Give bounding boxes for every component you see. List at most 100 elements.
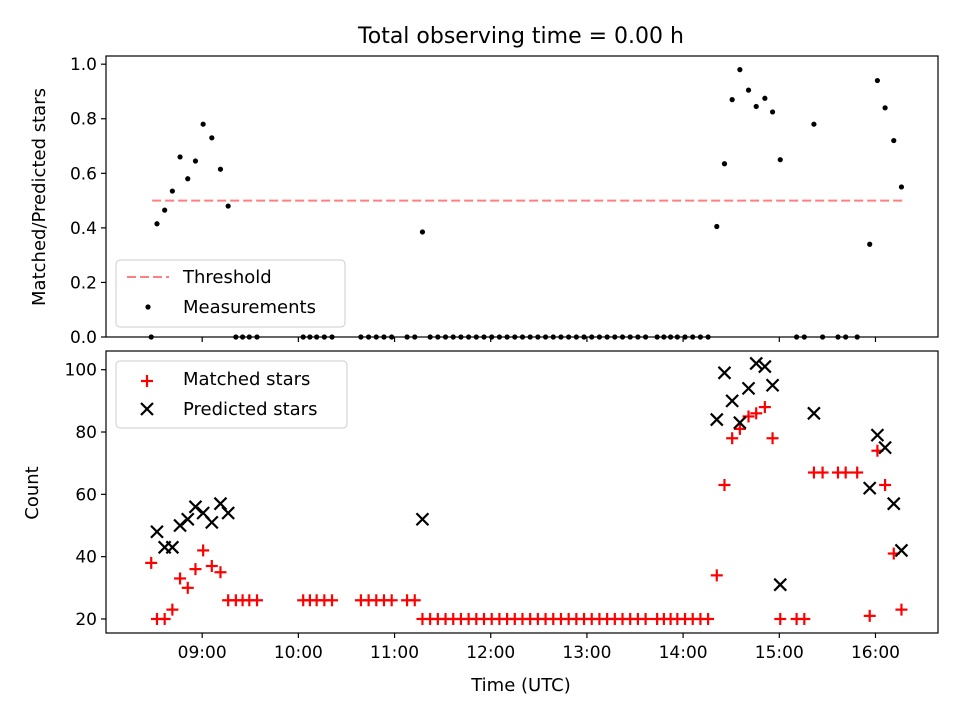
matched-point	[742, 410, 755, 423]
measurement-point	[185, 176, 191, 182]
measurement-point	[874, 77, 881, 84]
predicted-point-b	[725, 394, 739, 408]
predicted-point-b	[886, 496, 901, 511]
predicted-legend-marker	[140, 402, 154, 416]
predicted-point-b	[415, 512, 430, 527]
predicted-point	[733, 415, 747, 430]
measurement-point	[200, 121, 206, 127]
ratio-y-tick-label: 0.8	[70, 110, 97, 130]
matched-point	[214, 566, 227, 579]
matched-point	[702, 612, 715, 625]
measurement-point	[169, 188, 175, 194]
predicted-point-b	[221, 506, 235, 520]
predicted-point-b	[758, 359, 772, 374]
matched-point	[863, 609, 876, 622]
predicted-point	[870, 428, 885, 442]
predicted-point	[180, 512, 195, 527]
matched-point	[718, 478, 731, 491]
matched-point	[774, 612, 787, 625]
predicted-point-b	[878, 440, 892, 455]
ratio-legend: Threshold Measurements	[115, 259, 346, 328]
predicted-point	[741, 381, 756, 396]
predicted-point	[765, 378, 780, 393]
predicted-point-b	[894, 543, 909, 558]
predicted-point-b	[205, 515, 219, 530]
count-plot-frame	[105, 350, 939, 634]
measurement-point	[867, 241, 873, 247]
predicted-point	[709, 412, 724, 427]
predicted-point	[878, 440, 892, 455]
measurement-point	[177, 154, 183, 160]
ratio-panel: 0.0 0.2 0.4 0.6 0.8 1.0 Matched/Predicted sta…	[29, 55, 939, 348]
predicted-point	[213, 496, 228, 511]
ratio-y-label: Matched/Predicted stars	[29, 88, 50, 306]
ratio-y-tick-label: 0.2	[70, 273, 97, 293]
predicted-point	[773, 577, 788, 592]
measurement-point	[419, 229, 426, 235]
x-tick-label: 12:00	[466, 643, 515, 663]
predicted-point	[415, 512, 430, 527]
matched-legend-marker	[141, 375, 153, 387]
matched-point	[174, 572, 187, 585]
predicted-point-b	[741, 381, 756, 396]
matched-point	[189, 563, 202, 576]
measurement-point	[209, 135, 215, 141]
ratio-y-axis: 0.0 0.2 0.4 0.6 0.8 1.0	[70, 55, 106, 348]
count-marks	[145, 356, 909, 625]
predicted-point	[886, 496, 901, 511]
x-axis-label: Time (UTC)	[470, 675, 571, 696]
measurement-point	[891, 137, 897, 144]
count-y-tick-label: 100	[65, 361, 97, 381]
predicted-point-b	[862, 481, 877, 495]
figure-title: Total observing time = 0.00 h	[357, 24, 684, 49]
ratio-marks	[148, 67, 905, 340]
ratio-y-tick-label: 0.0	[70, 328, 97, 348]
predicted-point	[150, 524, 164, 539]
matched-point	[851, 466, 864, 479]
predicted-point-b	[733, 415, 747, 430]
predicted-point	[894, 543, 909, 558]
matched-point	[895, 603, 908, 616]
measurement-point	[154, 221, 160, 227]
count-y-tick-label: 80	[75, 423, 97, 443]
matched-point	[326, 594, 339, 607]
predicted-point-b	[188, 500, 203, 514]
matched-point	[197, 544, 210, 557]
predicted-point-b	[709, 412, 724, 427]
matched-point	[879, 478, 892, 491]
count-y-axis: 20 40 60 80 100	[65, 361, 106, 630]
matched-point	[816, 466, 829, 479]
count-legend: Matched stars Predicted stars	[115, 360, 348, 429]
x-tick-label: 14:00	[659, 643, 708, 663]
matched-point	[145, 556, 158, 569]
matched-point	[750, 407, 763, 420]
measurement-point	[762, 95, 768, 101]
predicted-point	[807, 406, 821, 421]
x-tick-label: 16:00	[851, 643, 900, 663]
measurement-point	[777, 157, 783, 163]
matched-point	[710, 569, 723, 582]
matched-point	[408, 594, 421, 607]
measurement-point	[898, 184, 905, 190]
predicted-point	[749, 356, 763, 371]
predicted-point	[221, 506, 235, 520]
predicted-legend-label: Predicted stars	[183, 399, 317, 420]
count-panel: 20 40 60 80 100 09:00 10:00 11:00 12:00 13:00 14:…	[22, 350, 939, 696]
x-tick-label: 10:00	[274, 643, 323, 663]
measurement-point	[745, 87, 752, 93]
predicted-point-b	[213, 496, 228, 511]
predicted-point	[758, 359, 772, 374]
matched-legend-label: Matched stars	[183, 369, 310, 390]
predicted-point	[717, 366, 732, 380]
predicted-point-b	[749, 356, 763, 371]
matched-point	[158, 612, 171, 625]
matched-point	[205, 560, 218, 573]
measurement-point	[162, 207, 168, 213]
predicted-point	[725, 394, 739, 408]
predicted-point-b	[717, 366, 732, 380]
ratio-x-ticks	[201, 337, 877, 342]
measurement-point	[721, 161, 728, 167]
matched-point	[726, 432, 739, 445]
measurement-point	[225, 203, 231, 209]
matched-point	[798, 612, 811, 625]
